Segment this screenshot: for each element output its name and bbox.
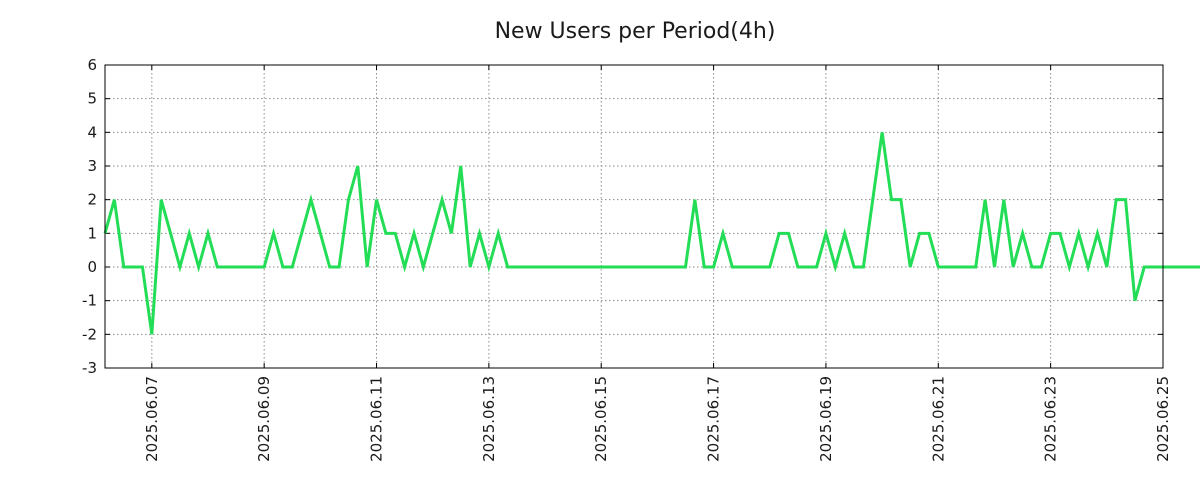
y-tick-label: 2 <box>87 191 97 209</box>
chart-title: New Users per Period(4h) <box>495 19 776 44</box>
x-tick-label: 2025.06.09 <box>255 376 273 462</box>
y-tick-label: -2 <box>82 325 97 343</box>
series-layer <box>103 132 1200 335</box>
plot-frame <box>104 64 1164 369</box>
x-tick-label: 2025.06.23 <box>1042 376 1060 462</box>
y-tick-label: -3 <box>82 359 97 377</box>
x-axis-ticks: 2025.06.07 2025.06.09 2025.06.11 2025.06.13… <box>143 65 1172 462</box>
y-tick-label: 1 <box>87 224 97 242</box>
y-tick-label: 5 <box>87 90 97 108</box>
x-tick-label: 2025.06.19 <box>817 376 835 462</box>
y-tick-label: -1 <box>82 292 97 310</box>
x-tick-label: 2025.06.17 <box>705 376 723 462</box>
x-tick-label: 2025.06.13 <box>480 376 498 462</box>
y-tick-label: 6 <box>87 56 97 74</box>
y-tick-label: 4 <box>87 123 97 141</box>
x-tick-label: 2025.06.15 <box>592 376 610 462</box>
x-tick-label: 2025.06.21 <box>929 376 947 462</box>
x-tick-label: 2025.06.25 <box>1154 376 1172 462</box>
series-line <box>103 132 1200 335</box>
x-tick-label: 2025.06.11 <box>368 376 386 462</box>
y-axis-ticks: -3 -2 -1 0 1 2 3 4 5 6 <box>82 56 1163 377</box>
y-tick-label: 0 <box>87 258 97 276</box>
x-tick-label: 2025.06.07 <box>143 376 161 462</box>
y-tick-label: 3 <box>87 157 97 175</box>
grid <box>105 65 1163 368</box>
